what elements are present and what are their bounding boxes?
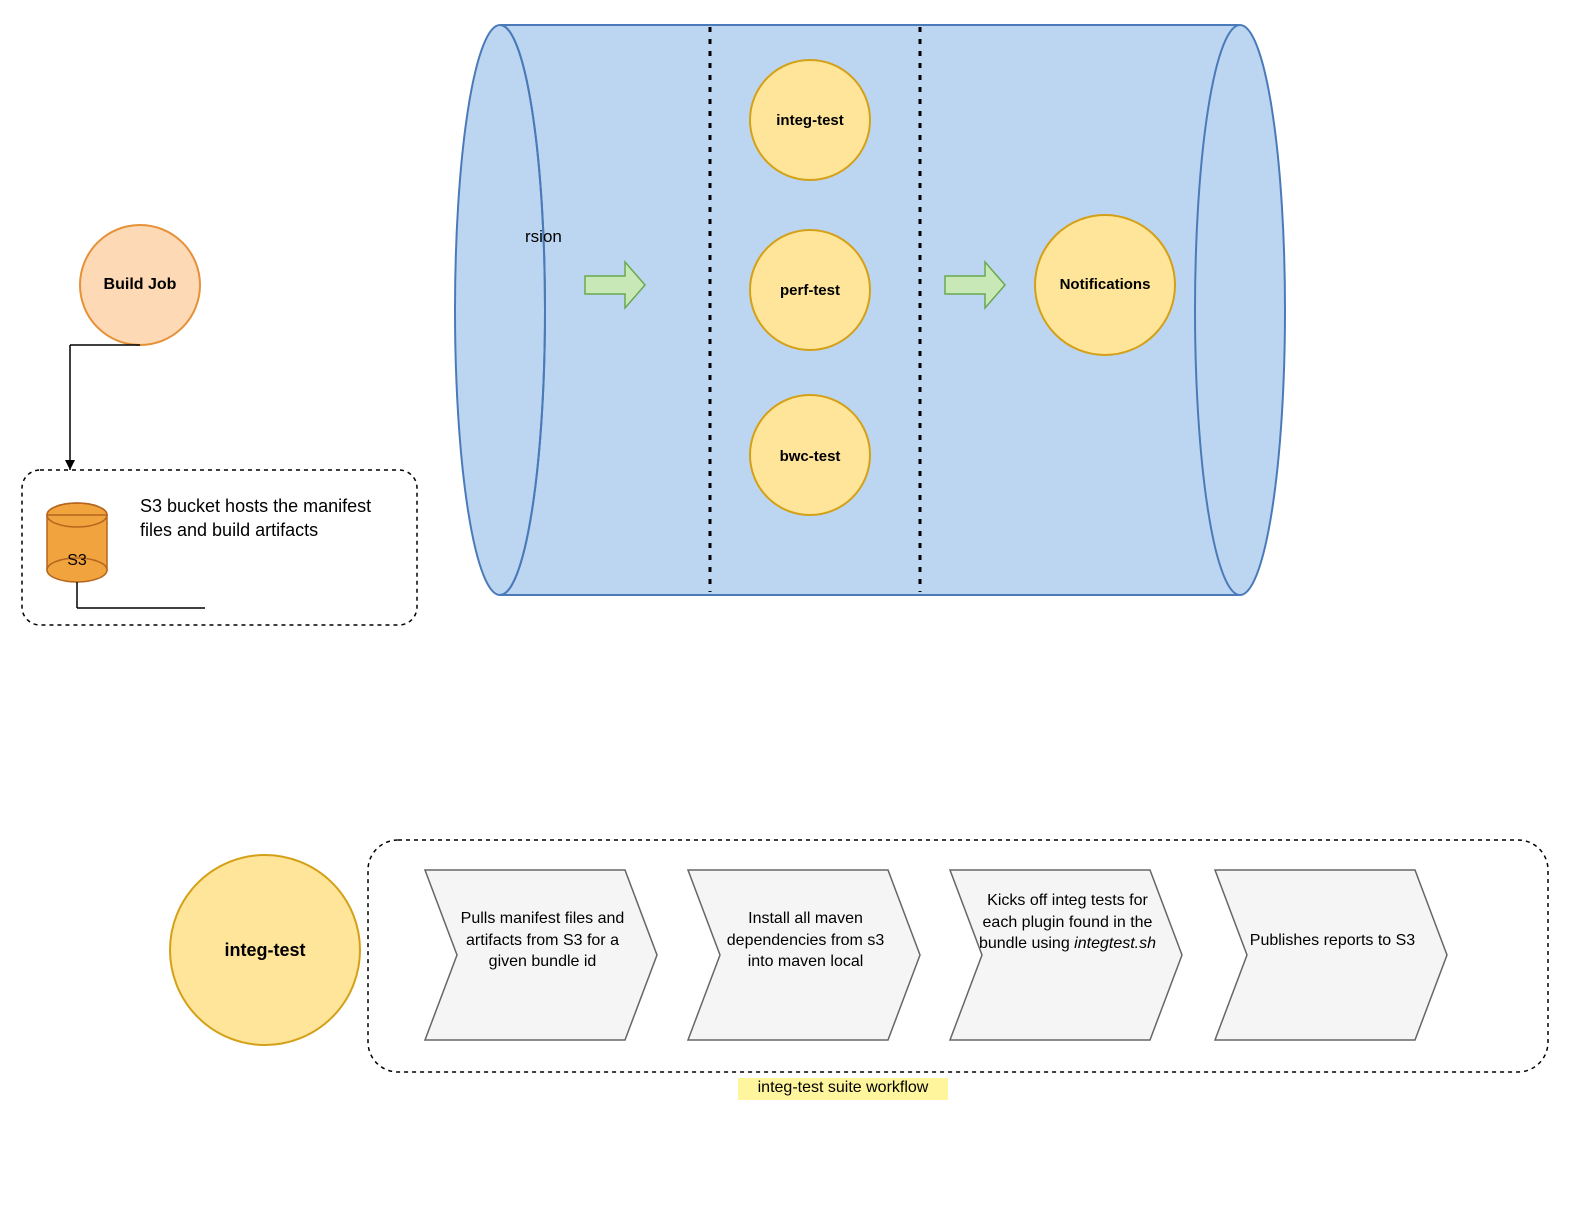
- s3-label: S3: [58, 552, 96, 570]
- chevron-3-text: Kicks off integ tests for each plugin fo…: [975, 890, 1160, 955]
- build-to-s3-arrow: [65, 345, 140, 470]
- version-label: rsion: [525, 227, 562, 246]
- build-job-label: Build Job: [80, 276, 200, 294]
- integ-test-label: integ-test: [750, 112, 870, 129]
- chevron-4-text: Publishes reports to S3: [1240, 930, 1425, 952]
- chevron-4: [1215, 870, 1447, 1040]
- notifications-label: Notifications: [1040, 276, 1170, 293]
- bwc-test-label: bwc-test: [750, 448, 870, 465]
- workflow-caption: integ-test suite workflow: [740, 1079, 946, 1097]
- perf-test-label: perf-test: [750, 282, 870, 299]
- diagram-canvas: rsion Build Job S3 S3 bucket hosts the m…: [0, 0, 1582, 1210]
- s3-icon: [47, 503, 107, 582]
- diagram-svg: rsion: [0, 0, 1582, 1210]
- chevron-1-text: Pulls manifest files and artifacts from …: [450, 908, 635, 973]
- s3-connector: [77, 582, 205, 608]
- integ-test-big-label: integ-test: [190, 940, 340, 961]
- chevron-2-text: Install all maven dependencies from s3 i…: [713, 908, 898, 973]
- s3-desc: S3 bucket hosts the manifest files and b…: [140, 494, 380, 543]
